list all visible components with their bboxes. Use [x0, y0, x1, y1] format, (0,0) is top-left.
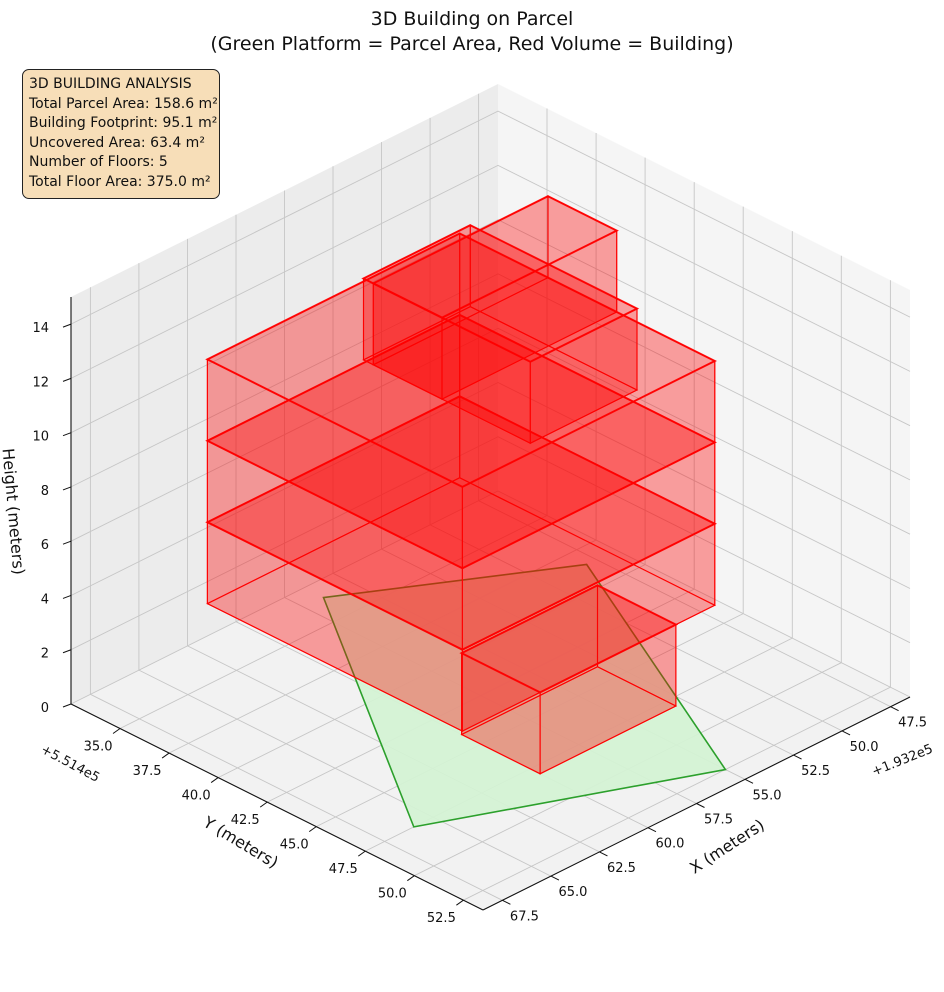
x-tick-label: 52.5 — [801, 764, 830, 779]
x-tick-label: 67.5 — [510, 909, 539, 924]
building-part-3 — [205, 313, 718, 651]
x-tick-mark — [696, 803, 705, 808]
z-tick-mark — [62, 594, 72, 599]
grid-line-z — [70, 436, 911, 651]
x-tick-label: 60.0 — [656, 837, 685, 852]
grid-line-z — [70, 110, 911, 325]
info-total-floor-area: Total Floor Area: 375.0 m² — [29, 173, 211, 190]
building-analysis-box: 3D BUILDING ANALYSIS Total Parcel Area: … — [22, 69, 220, 199]
x-tick-mark — [647, 827, 657, 833]
z-tick-mark — [62, 486, 72, 491]
x-offset-label: +1.932e5 — [870, 742, 935, 780]
building-part-2 — [205, 395, 718, 732]
grid-line-z — [70, 273, 911, 488]
x-tick-label: 50.0 — [850, 740, 879, 755]
y-tick-mark — [259, 801, 268, 808]
x-tick-label: 55.0 — [753, 788, 782, 803]
z-tick-label: 14 — [32, 321, 49, 336]
y-tick-label: 50.0 — [378, 887, 407, 902]
z-tick-label: 2 — [41, 647, 49, 662]
z-tick-mark — [62, 703, 72, 708]
y-tick-label: 37.5 — [133, 764, 162, 779]
x-tick-label: 65.0 — [558, 885, 587, 900]
y-tick-label: 35.0 — [84, 740, 113, 755]
y-tick-mark — [357, 850, 366, 857]
plot-content — [205, 195, 727, 828]
z-tick-label: 10 — [32, 430, 49, 445]
info-uncovered-area: Uncovered Area: 63.4 m² — [29, 134, 205, 151]
y-tick-mark — [210, 777, 219, 783]
y-tick-mark — [112, 728, 121, 734]
x-tick-mark — [550, 875, 560, 881]
info-building-footprint: Building Footprint: 95.1 m² — [29, 115, 218, 132]
building-face — [205, 232, 718, 489]
x-tick-mark — [890, 706, 899, 712]
z-tick-label: 6 — [41, 538, 49, 553]
y-tick-mark — [161, 752, 170, 759]
x-tick-label: 57.5 — [704, 813, 733, 828]
chart-title-line-2: (Green Platform = Parcel Area, Red Volum… — [210, 33, 733, 55]
building-part-4 — [205, 232, 718, 570]
x-tick-label: 62.5 — [607, 861, 636, 876]
x-tick-label: 47.5 — [898, 716, 927, 731]
y-tick-label: 42.5 — [231, 813, 260, 828]
building-part-6 — [371, 195, 619, 400]
y-tick-label: 47.5 — [329, 862, 358, 877]
x-tick-mark — [502, 899, 511, 905]
y-tick-label: 52.5 — [427, 911, 456, 926]
z-tick-label: 4 — [41, 592, 49, 607]
info-parcel-area: Total Parcel Area: 158.6 m² — [29, 95, 218, 112]
z-axis-label: Height (meters) — [0, 447, 28, 575]
x-tick-mark — [793, 754, 802, 760]
grid-line-z — [70, 490, 911, 705]
y-tick-mark — [308, 826, 317, 833]
chart-title-line-1: 3D Building on Parcel — [371, 8, 574, 30]
z-tick-label: 0 — [41, 701, 49, 716]
z-tick-label: 12 — [32, 375, 49, 390]
z-tick-mark — [62, 377, 72, 382]
y-tick-label: 45.0 — [280, 838, 309, 853]
y-tick-mark — [407, 875, 415, 882]
building-face — [371, 195, 619, 319]
z-tick-label: 8 — [41, 484, 49, 499]
z-tick-mark — [62, 432, 72, 437]
x-tick-mark — [599, 851, 608, 857]
grid-line-z — [70, 327, 911, 542]
building-face — [361, 224, 640, 363]
building-part-1 — [459, 584, 679, 775]
info-title: 3D BUILDING ANALYSIS — [29, 76, 192, 92]
z-tick-mark — [62, 649, 72, 654]
x-tick-mark — [841, 730, 851, 736]
z-tick-mark — [62, 323, 72, 328]
y-tick-mark — [456, 899, 464, 906]
info-number-of-floors: Number of Floors: 5 — [29, 154, 168, 171]
y-tick-label: 40.0 — [182, 789, 211, 804]
building-part-5 — [361, 224, 640, 445]
right-back-pane — [498, 84, 910, 697]
grid-line-z — [70, 164, 911, 379]
z-tick-mark — [62, 540, 72, 545]
x-tick-mark — [744, 778, 754, 784]
tick-labels: 47.5 50.0 52.5 55.0 57.5 60.0 62.5 65.0 67.5 35.0… — [32, 321, 927, 926]
